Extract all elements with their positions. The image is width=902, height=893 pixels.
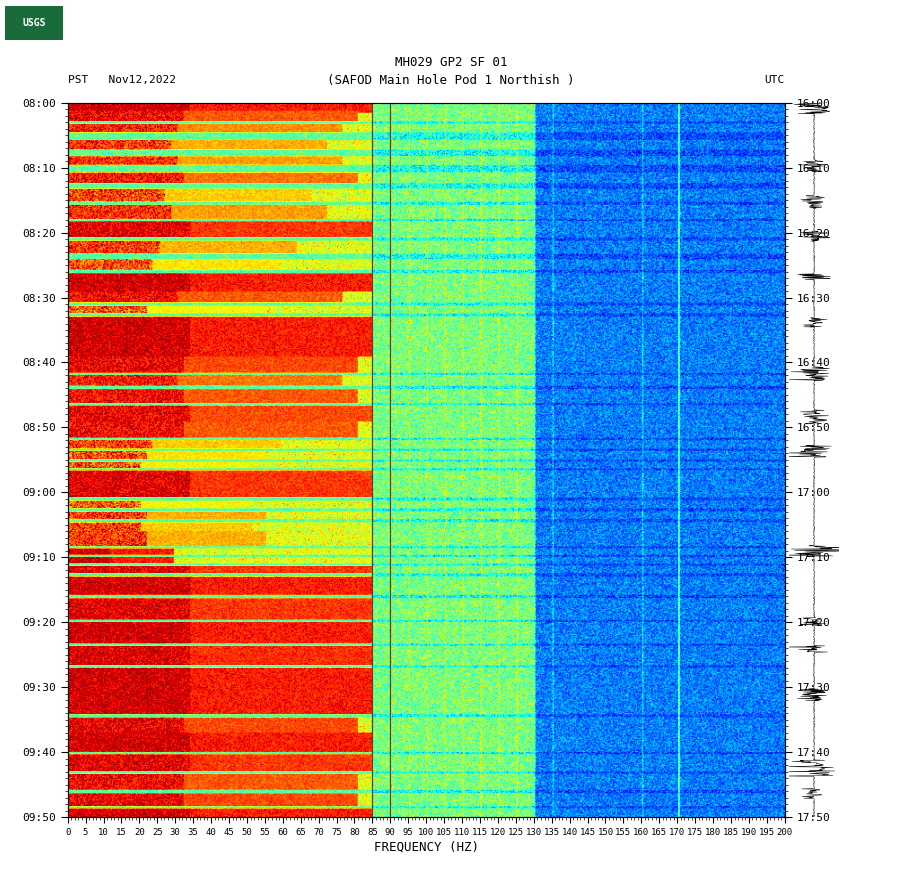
Text: (SAFOD Main Hole Pod 1 Northish ): (SAFOD Main Hole Pod 1 Northish ) (327, 74, 575, 87)
Text: USGS: USGS (22, 18, 46, 29)
Text: PST   Nov12,2022: PST Nov12,2022 (68, 75, 176, 86)
Text: UTC: UTC (765, 75, 785, 86)
Text: MH029 GP2 SF 01: MH029 GP2 SF 01 (395, 56, 507, 69)
X-axis label: FREQUENCY (HZ): FREQUENCY (HZ) (373, 840, 479, 854)
